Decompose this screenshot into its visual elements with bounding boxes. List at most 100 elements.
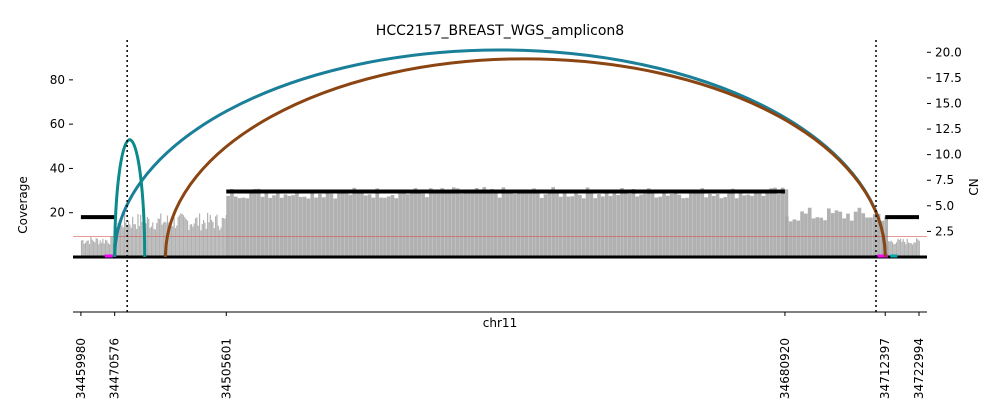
coverage-bar — [158, 218, 161, 257]
coverage-bar — [910, 243, 912, 257]
coverage-bar — [220, 227, 222, 257]
coverage-bar — [121, 225, 123, 257]
coverage-bar — [792, 219, 797, 257]
coverage-bar — [125, 222, 127, 257]
coverage-bar — [237, 198, 242, 257]
coverage-bar — [241, 197, 246, 257]
x-tick-label: 34505601 — [219, 338, 233, 399]
coverage-bar — [213, 228, 215, 257]
coverage-bar — [221, 217, 223, 257]
coverage-bar — [830, 213, 835, 257]
coverage-bar — [390, 195, 395, 257]
coverage-bar — [800, 211, 804, 257]
right-tick-label: 2.5 — [935, 224, 954, 238]
coverage-bar — [264, 192, 269, 257]
coverage-bar — [849, 220, 854, 257]
coverage-bar — [750, 195, 754, 257]
coverage-bar — [202, 220, 205, 257]
coverage-bar — [170, 225, 173, 257]
coverage-bar — [815, 217, 820, 257]
coverage-bar — [118, 220, 120, 257]
coverage-bar — [906, 238, 908, 257]
coverage-bar — [719, 198, 724, 257]
coverage-bar — [887, 241, 890, 257]
coverage-bar — [688, 190, 693, 257]
right-tick-label: 12.5 — [935, 122, 962, 136]
coverage-bar — [658, 196, 663, 257]
coverage-bar — [666, 195, 670, 257]
coverage-bar — [86, 240, 88, 257]
coverage-bar — [94, 242, 96, 257]
coverage-bar — [612, 190, 617, 257]
coverage-bar — [100, 242, 103, 257]
coverage-bar — [902, 239, 904, 257]
coverage-bar — [890, 240, 892, 257]
coverage-bar — [746, 194, 750, 257]
right-tick-label: 17.5 — [935, 71, 962, 85]
chart-title: HCC2157_BREAST_WGS_amplicon8 — [376, 23, 624, 39]
coverage-bar — [122, 227, 124, 257]
coverage-bar — [846, 213, 850, 257]
coverage-bar — [723, 197, 728, 257]
coverage-bar — [197, 225, 199, 257]
x-axis: 34459980 34470576 34505601 34680920 34712397… — [73, 311, 927, 399]
coverage-bar — [184, 217, 186, 257]
coverage-bar — [109, 244, 111, 257]
coverage-bar — [219, 229, 221, 257]
coverage-bar — [853, 211, 858, 257]
breakpoint-arc — [163, 57, 887, 258]
coverage-bar — [208, 222, 210, 257]
coverage-bar — [295, 189, 299, 257]
coverage-bar — [371, 197, 376, 257]
coverage-bar — [917, 239, 919, 257]
coverage-bar — [413, 188, 418, 257]
coverage-bar — [796, 220, 801, 257]
coverage-bar — [834, 210, 839, 257]
coverage-bar — [204, 222, 206, 257]
coverage-bar — [601, 196, 605, 257]
coverage-bar — [134, 224, 136, 257]
coverage-bar — [363, 195, 368, 257]
coverage-bar — [914, 242, 916, 257]
coverage-bar — [643, 193, 647, 257]
coverage-bar — [444, 190, 448, 257]
left-tick-label: 40 — [50, 161, 65, 175]
coverage-bar — [129, 224, 131, 257]
coverage-bar — [185, 219, 187, 257]
coverage-bar — [528, 193, 533, 257]
coverage-bar — [164, 221, 166, 257]
coverage-bar — [731, 188, 735, 257]
coverage-bar — [889, 241, 891, 257]
coverage-bar — [742, 195, 747, 257]
coverage-bar — [654, 197, 659, 257]
right-tick-label: 15.0 — [935, 96, 962, 110]
coverage-bar — [402, 193, 406, 257]
coverage-bar — [138, 226, 140, 257]
coverage-bars — [80, 187, 920, 257]
coverage-bar — [405, 194, 410, 257]
coverage-bar — [627, 193, 632, 257]
coverage-bar — [287, 195, 292, 257]
coverage-bar — [394, 198, 399, 257]
coverage-bar — [88, 244, 91, 257]
coverage-bar — [616, 195, 620, 257]
coverage-bar — [92, 241, 95, 257]
coverage-bar — [348, 194, 353, 257]
coverage-bar — [398, 191, 403, 257]
coverage-bar — [207, 212, 209, 257]
breakpoint-arc — [113, 138, 147, 258]
coverage-bar — [181, 214, 183, 257]
coverage-bar — [635, 196, 640, 257]
coverage-bar — [823, 220, 827, 257]
coverage-bar — [192, 226, 194, 257]
coverage-bar — [898, 239, 900, 257]
coverage-bar — [895, 242, 898, 257]
coverage-bar — [190, 224, 193, 257]
coverage-bar — [96, 238, 99, 257]
coverage-bar — [562, 190, 567, 257]
coverage-bar — [90, 237, 92, 257]
coverage-bar — [141, 222, 143, 257]
coverage-bar — [189, 224, 191, 257]
coverage-bar — [99, 240, 101, 257]
coverage-bar — [102, 238, 104, 257]
